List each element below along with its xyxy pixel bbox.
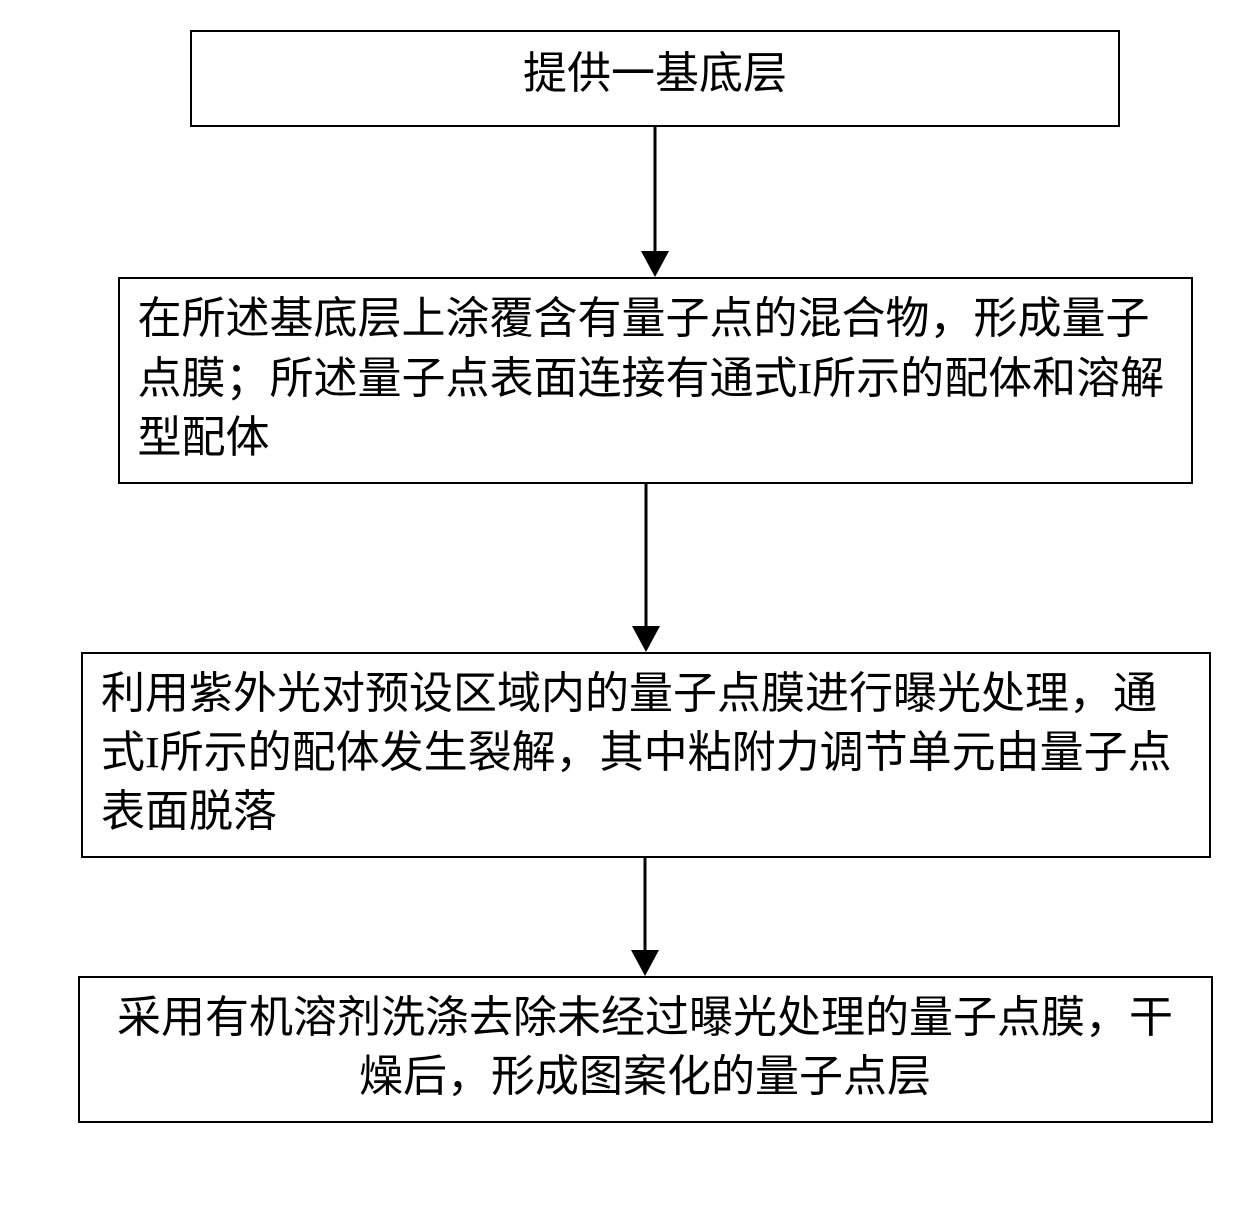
step-text: 在所述基底层上涂覆含有量子点的混合物，形成量子点膜；所述量子点表面连接有通式I所… [138,294,1165,462]
step-box-1: 提供一基底层 [190,30,1120,127]
arrow-1 [635,127,675,277]
arrow-2 [626,484,666,652]
flowchart-container: 提供一基底层 在所述基底层上涂覆含有量子点的混合物，形成量子点膜；所述量子点表面… [0,0,1240,1123]
step-box-2: 在所述基底层上涂覆含有量子点的混合物，形成量子点膜；所述量子点表面连接有通式I所… [118,277,1193,483]
step-box-3: 利用紫外光对预设区域内的量子点膜进行曝光处理，通式I所示的配体发生裂解，其中粘附… [81,652,1211,858]
step-text: 提供一基底层 [523,49,787,98]
step-box-4: 采用有机溶剂洗涤去除未经过曝光处理的量子点膜，干燥后，形成图案化的量子点层 [78,976,1213,1123]
arrow-3 [625,858,665,976]
step-text: 利用紫外光对预设区域内的量子点膜进行曝光处理，通式I所示的配体发生裂解，其中粘附… [101,669,1172,837]
step-text: 采用有机溶剂洗涤去除未经过曝光处理的量子点膜，干燥后，形成图案化的量子点层 [117,993,1173,1101]
